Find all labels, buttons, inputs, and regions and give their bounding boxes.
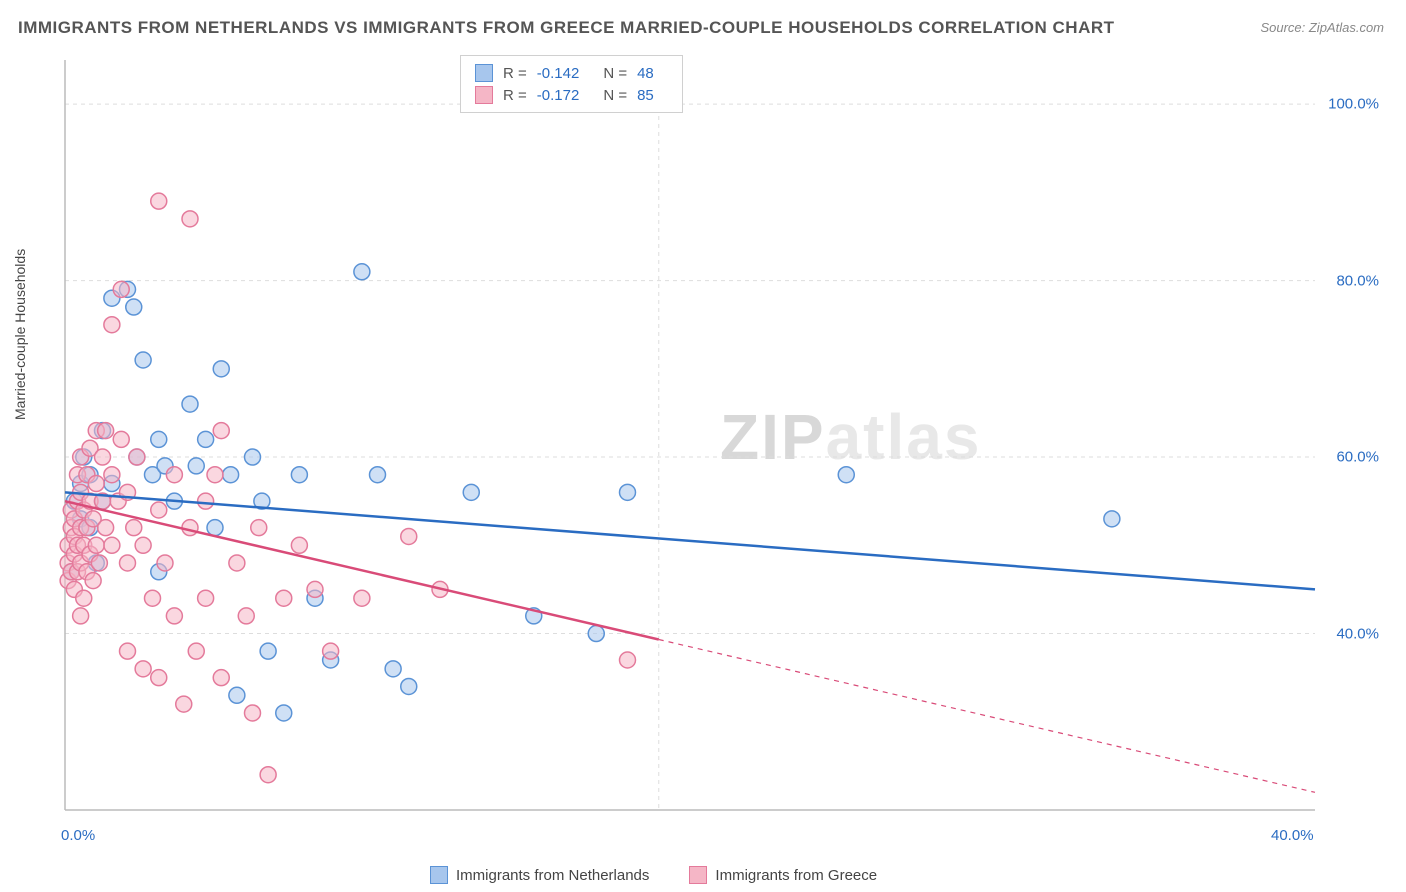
x-tick-label: 40.0% [1271, 827, 1314, 844]
r-value: -0.172 [537, 87, 580, 104]
r-label: R = [503, 65, 527, 82]
y-tick-label: 40.0% [1336, 625, 1379, 642]
y-axis-label: Married-couple Households [12, 249, 28, 420]
n-label: N = [603, 65, 627, 82]
correlation-stats-box: R = -0.142 N = 48 R = -0.172 N = 85 [460, 55, 683, 113]
n-label: N = [603, 87, 627, 104]
source-attribution: Source: ZipAtlas.com [1260, 20, 1384, 35]
chart-area: 40.0% 60.0% 80.0% 100.0% 0.0% 40.0% [55, 50, 1385, 850]
y-tick-label: 100.0% [1328, 96, 1379, 113]
legend-swatch [430, 866, 448, 884]
scatter-plot [55, 50, 1385, 850]
x-tick-label: 0.0% [61, 827, 95, 844]
y-tick-label: 80.0% [1336, 272, 1379, 289]
stat-row: R = -0.172 N = 85 [475, 84, 668, 106]
legend-item: Immigrants from Greece [689, 866, 877, 884]
n-value: 85 [637, 87, 654, 104]
legend-label: Immigrants from Netherlands [456, 867, 649, 884]
legend: Immigrants from Netherlands Immigrants fr… [430, 866, 877, 884]
n-value: 48 [637, 65, 654, 82]
stat-row: R = -0.142 N = 48 [475, 62, 668, 84]
legend-label: Immigrants from Greece [715, 867, 877, 884]
series-swatch [475, 86, 493, 104]
chart-title: IMMIGRANTS FROM NETHERLANDS VS IMMIGRANT… [18, 18, 1115, 38]
legend-swatch [689, 866, 707, 884]
y-tick-label: 60.0% [1336, 449, 1379, 466]
r-label: R = [503, 87, 527, 104]
r-value: -0.142 [537, 65, 580, 82]
series-swatch [475, 64, 493, 82]
legend-item: Immigrants from Netherlands [430, 866, 649, 884]
